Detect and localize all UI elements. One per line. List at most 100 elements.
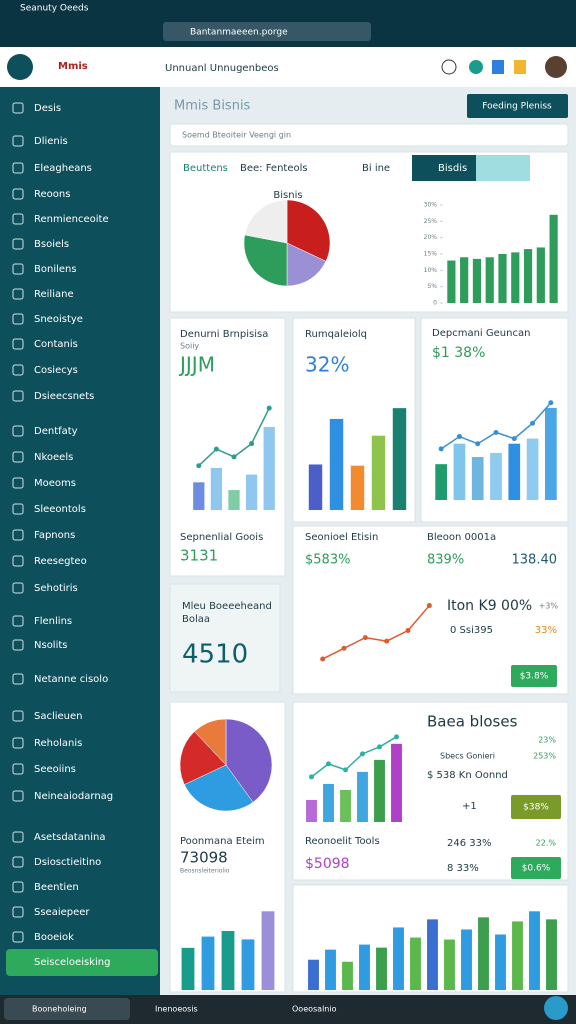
sidebar-icon [12,615,24,627]
sidebar-item[interactable]: Seeoiins [34,764,76,775]
sidebar-item[interactable]: Sseaiepeer [34,907,90,918]
bar [391,743,402,822]
button[interactable] [511,857,561,879]
stat: 246 33% [447,838,492,849]
sidebar-item[interactable]: Cosiecys [34,365,78,376]
sidebar-item[interactable]: Reiliane [34,289,74,300]
sidebar-list: Desis Dlienis Eleagheans Reoons Renmienceoit… [12,102,113,943]
card-title: Rumqaleiolq [305,329,367,340]
sidebar-item[interactable]: Netanne cisolo [34,674,108,685]
active-item-label: Seisceloeisking [34,957,110,968]
active-item[interactable] [6,949,158,976]
sidebar-item[interactable]: Dsieecsnets [34,391,94,402]
sidebar-item[interactable]: Dsiosctieitino [34,857,101,868]
sidebar-item[interactable]: Neineaiodarnag [34,791,113,802]
card [292,701,569,881]
bar [201,936,215,990]
sidebar-item[interactable]: Reoons [34,189,70,200]
bar [485,257,494,303]
sidebar-item[interactable]: Beentien [34,882,79,893]
sidebar-item[interactable]: Dlienis [34,136,68,147]
line [322,605,430,660]
taskbar-item[interactable]: Inenoeosis [155,1005,198,1014]
sidebar-item[interactable]: Sleeontols [34,504,86,515]
point [456,434,462,440]
avatar[interactable] [545,56,567,78]
sidebar-item[interactable]: Desis [34,103,61,114]
search[interactable] [169,123,569,147]
icon[interactable] [469,60,483,74]
tab-bg[interactable] [476,155,530,181]
sidebar-item[interactable]: Bsoiels [34,239,69,250]
kpi: $5098 [305,856,350,872]
y-tick-label: 20% [424,234,438,241]
bar [359,944,370,990]
kpi: 73098 [180,849,228,867]
pie-slice [286,199,331,262]
tab[interactable]: Bisdis [438,163,467,174]
point [249,441,255,447]
sidebar-icon [12,737,24,749]
sidebar-item[interactable]: Eleagheans [34,163,92,174]
card-subtitle: Beosnsleiteriolio [180,868,230,875]
point [360,751,365,757]
taskbar-active[interactable] [4,998,130,1020]
sidebar-item[interactable]: Asetsdatanina [34,832,105,843]
primary-button[interactable] [467,94,568,118]
point [405,627,411,633]
bar [245,474,258,510]
button[interactable] [511,795,561,819]
tab[interactable]: Bee: Fenteols [240,163,308,174]
sidebar-icon [12,425,24,437]
bar [263,426,275,510]
sidebar-item[interactable]: Nkoeels [34,452,73,463]
sidebar-item[interactable]: Renmienceoite [34,214,109,225]
sidebar-item[interactable]: Bonilens [34,264,77,275]
bar [461,929,472,990]
bar [536,247,545,303]
point [231,454,237,460]
sidebar-item[interactable]: Nsolits [34,640,68,651]
sidebar-icon [12,503,24,515]
sidebar-item[interactable]: Moeoms [34,478,76,489]
taskbar-item[interactable]: Booneholeing [32,1005,87,1014]
sidebar-item[interactable]: Flenlins [34,616,72,627]
sidebar-icon [12,639,24,651]
icon[interactable] [492,60,504,74]
sidebar-item[interactable]: Contanis [34,339,78,350]
active-tab[interactable] [412,155,476,181]
card-title: Seonioel Etisin [305,532,378,543]
taskbar-button[interactable] [544,996,568,1020]
delta: +3% [539,602,559,611]
tab[interactable]: Bi ine [362,163,390,174]
sidebar-item[interactable]: Dentfaty [34,426,78,437]
icon[interactable] [514,60,526,74]
promo-kpi: 4510 [182,640,248,670]
sidebar-item[interactable]: Reesegteo [34,556,87,567]
sidebar-item[interactable]: Fapnons [34,530,75,541]
sidebar-icon [12,582,24,594]
sidebar-item[interactable]: Reholanis [34,738,82,749]
bar [435,464,447,500]
bar [508,443,521,500]
sidebar-item[interactable]: Sneoistye [34,314,83,325]
address-bar[interactable] [163,22,371,41]
button[interactable] [511,665,557,687]
bar [340,789,351,822]
sidebar-item[interactable]: Saclieuen [34,711,83,722]
taskbar-item[interactable]: Ooeosalnio [292,1005,337,1014]
card-title: Depcmani Geuncan [432,328,530,339]
sidebar-item[interactable]: Booeiok [34,932,74,943]
point [530,420,536,426]
sidebar-icon [12,856,24,868]
button-label: $38% [523,803,549,813]
bar [357,771,368,822]
tab[interactable]: Beuttens [183,163,228,174]
point [394,734,399,740]
menu-button[interactable] [7,54,33,80]
sidebar-item[interactable]: Sehotiris [34,583,78,594]
sidebar-icon [12,263,24,275]
bar [472,258,482,303]
icon[interactable] [441,59,457,75]
